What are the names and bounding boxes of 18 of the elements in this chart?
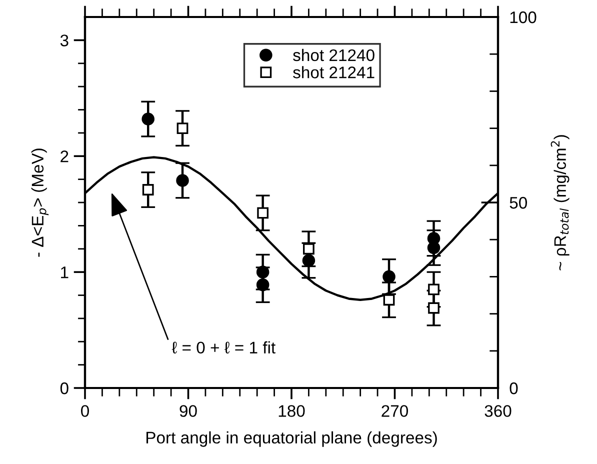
x-tick-label: 0 (81, 405, 89, 417)
y2-axis-title: ~ ρR$_{total}$ (mg/cm$^{2}$) (550, 135, 570, 270)
y-tick-label: 3 (60, 34, 68, 46)
y-tick-label: 2 (60, 150, 68, 162)
legend-label: shot 21240 (293, 48, 374, 62)
x-axis-title: Port angle in equatorial plane (degrees) (146, 431, 437, 447)
x-tick-label: 360 (484, 405, 512, 417)
y-axis-title: - Δ<E$_{p}$> (MeV) (31, 148, 49, 257)
y-tick-label: 0 (60, 382, 68, 394)
y-tick-label: 1 (61, 266, 68, 278)
y2-tick-label: 50 (510, 196, 527, 209)
x-tick-label: 180 (278, 405, 305, 417)
x-tick-label: 270 (382, 405, 408, 417)
annotation: ℓ = 0 + ℓ = 1 fit (172, 341, 276, 354)
legend-label: shot 21241 (293, 66, 374, 78)
y2-tick-label: 0 (510, 382, 518, 394)
y2-tick-label: 100 (510, 11, 536, 24)
x-tick-label: 90 (180, 405, 197, 417)
